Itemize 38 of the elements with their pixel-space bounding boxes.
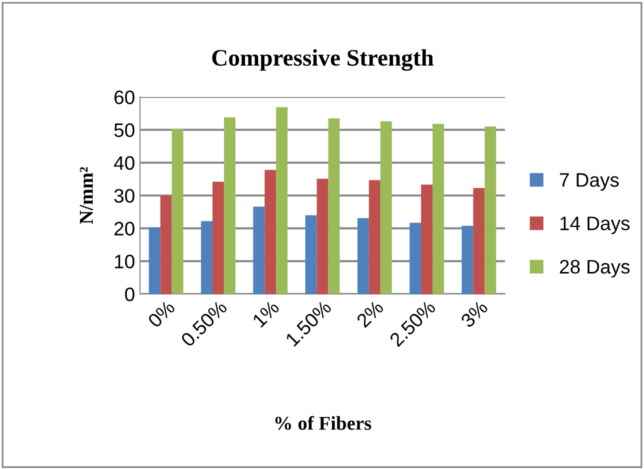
chart-title: Compressive Strength [212,49,434,71]
x-tick-label: 3% [460,300,489,328]
bar [201,221,212,294]
bar [224,117,236,294]
bar [160,196,172,294]
legend-label: 7 Days [560,173,619,191]
bar [328,118,340,294]
x-axis-title: % of Fibers [275,416,372,430]
bar [380,121,392,294]
bar [432,124,444,294]
bar [357,218,369,294]
y-tick-label: 0 [125,287,134,302]
bar [264,170,276,294]
y-axis-title: N/mm² [80,167,93,224]
x-tick-label: 1% [252,300,280,328]
legend-label: 28 Days [560,260,630,278]
x-tick-label: 0% [147,300,176,328]
bar [368,180,380,294]
y-tick-label: 20 [114,222,134,236]
y-tick-label: 50 [114,123,134,138]
bar [212,182,224,294]
bar [316,178,328,294]
bar [305,215,317,294]
bar [410,222,422,294]
bar [421,184,433,294]
bar [148,227,160,294]
y-tick-label: 40 [114,156,134,170]
x-tick-label: 2% [356,300,384,328]
bar [253,206,265,294]
y-tick-label: 10 [114,254,134,268]
legend-label: 14 Days [560,216,630,234]
bar [473,188,485,294]
bar [462,226,474,294]
bar [484,126,496,294]
bar [172,129,184,294]
y-tick-label: 30 [114,188,134,203]
bar [276,107,288,294]
y-tick-label: 60 [114,90,134,104]
